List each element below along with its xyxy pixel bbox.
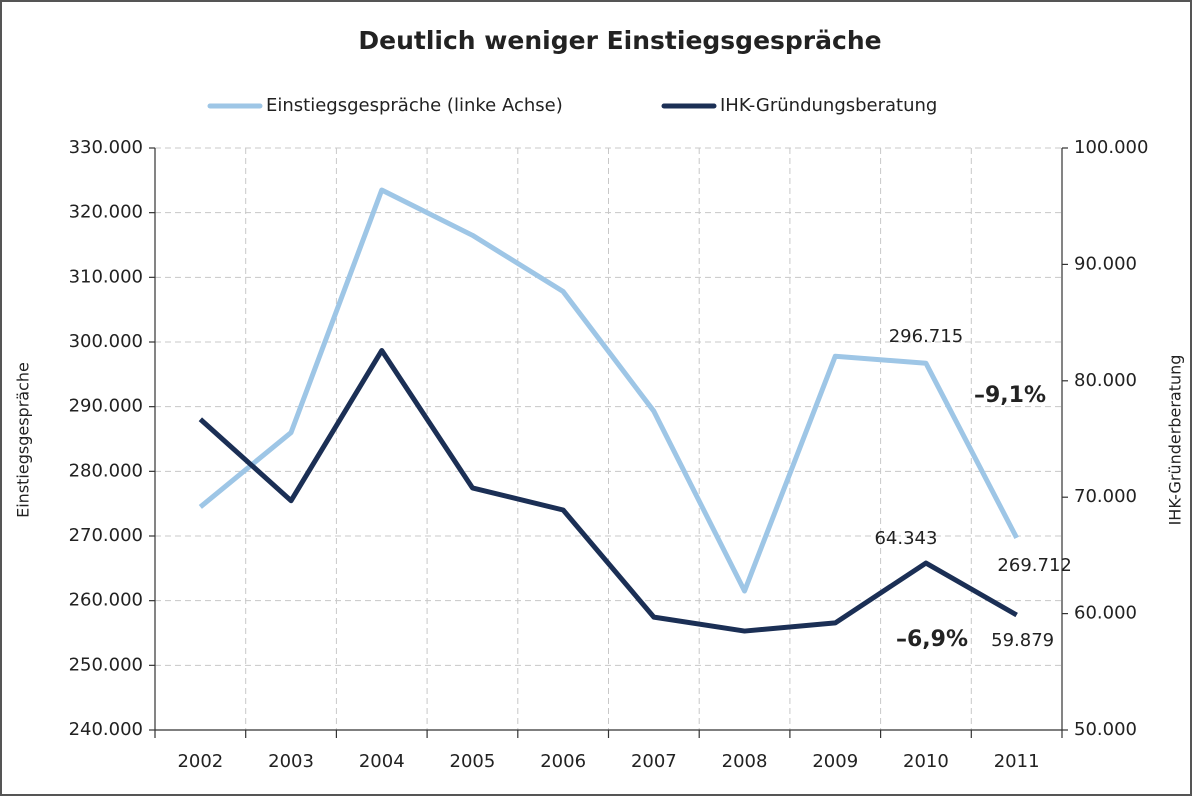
x-tick-label: 2008	[722, 751, 768, 772]
y-tick-label: 280.000	[69, 460, 143, 481]
x-tick-label: 2011	[994, 751, 1040, 772]
y-tick-label: 290.000	[69, 396, 143, 417]
y2-tick-label: 80.000	[1074, 370, 1137, 391]
x-tick-label: 2006	[540, 751, 586, 772]
value-label: 64.343	[874, 528, 937, 549]
y2-tick-label: 60.000	[1074, 603, 1137, 624]
y-axis-title: Einstiegsgespräche	[14, 362, 33, 518]
y2-tick-label: 70.000	[1074, 486, 1137, 507]
value-label: 296.715	[889, 326, 963, 347]
x-tick-label: 2004	[359, 751, 405, 772]
series-line	[198, 187, 1019, 594]
value-label: 269.712	[997, 555, 1071, 576]
y2-tick-label: 100.000	[1074, 137, 1148, 158]
y-tick-label: 300.000	[69, 331, 143, 352]
y-tick-label: 260.000	[69, 590, 143, 611]
y-tick-label: 330.000	[69, 137, 143, 158]
annotation: –9,1%	[974, 383, 1046, 408]
legend-label: IHK-Gründungsberatung	[720, 95, 937, 116]
y2-tick-label: 90.000	[1074, 253, 1137, 274]
x-tick-label: 2007	[631, 751, 677, 772]
y-tick-label: 240.000	[69, 719, 143, 740]
series-line	[198, 348, 1018, 634]
value-label: 59.879	[991, 630, 1054, 651]
y-tick-label: 320.000	[69, 202, 143, 223]
legend-label: Einstiegsgespräche (linke Achse)	[266, 95, 563, 116]
y2-axis-title: IHK-Gründerberatung	[1166, 355, 1185, 526]
chart-title: Deutlich weniger Einstiegsgespräche	[358, 26, 881, 55]
x-tick-label: 2005	[450, 751, 496, 772]
x-tick-label: 2003	[268, 751, 314, 772]
y-tick-label: 310.000	[69, 266, 143, 287]
x-tick-label: 2002	[177, 751, 223, 772]
x-tick-label: 2010	[903, 751, 949, 772]
y-tick-label: 250.000	[69, 654, 143, 675]
y2-tick-label: 50.000	[1074, 719, 1137, 740]
annotation: –6,9%	[896, 627, 968, 652]
y-tick-label: 270.000	[69, 525, 143, 546]
x-tick-label: 2009	[812, 751, 858, 772]
